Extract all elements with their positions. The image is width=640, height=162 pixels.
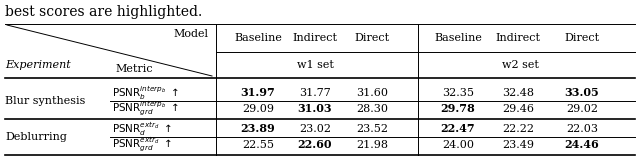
Text: 29.46: 29.46: [502, 104, 534, 114]
Text: Metric: Metric: [115, 64, 152, 74]
Text: Experiment: Experiment: [5, 60, 71, 70]
Text: 32.48: 32.48: [502, 88, 534, 98]
Text: 22.03: 22.03: [566, 124, 598, 134]
Text: Deblurring: Deblurring: [5, 132, 67, 142]
Text: Baseline: Baseline: [434, 33, 482, 43]
Text: 31.03: 31.03: [298, 104, 332, 115]
Text: $\mathrm{PSNR}_{grd}^{extr_d}$ $\uparrow$: $\mathrm{PSNR}_{grd}^{extr_d}$ $\uparrow…: [112, 136, 172, 154]
Text: 32.35: 32.35: [442, 88, 474, 98]
Text: 29.09: 29.09: [242, 104, 274, 114]
Text: 31.97: 31.97: [241, 87, 275, 98]
Text: 22.55: 22.55: [242, 140, 274, 150]
Text: $\mathrm{PSNR}_{d}^{extr_d}$ $\uparrow$: $\mathrm{PSNR}_{d}^{extr_d}$ $\uparrow$: [112, 120, 172, 138]
Text: 28.30: 28.30: [356, 104, 388, 114]
Text: 29.02: 29.02: [566, 104, 598, 114]
Text: 21.98: 21.98: [356, 140, 388, 150]
Text: w2 set: w2 set: [502, 60, 538, 70]
Text: 31.60: 31.60: [356, 88, 388, 98]
Text: 24.46: 24.46: [564, 139, 600, 150]
Text: Blur synthesis: Blur synthesis: [5, 96, 85, 106]
Text: $\mathrm{PSNR}_{b}^{interp_b}$ $\uparrow$: $\mathrm{PSNR}_{b}^{interp_b}$ $\uparrow…: [112, 84, 179, 102]
Text: 33.05: 33.05: [564, 87, 600, 98]
Text: 23.02: 23.02: [299, 124, 331, 134]
Text: Direct: Direct: [355, 33, 390, 43]
Text: best scores are highlighted.: best scores are highlighted.: [5, 5, 202, 19]
Text: $\mathrm{PSNR}_{grd}^{interp_b}$ $\uparrow$: $\mathrm{PSNR}_{grd}^{interp_b}$ $\uparr…: [112, 100, 179, 118]
Text: Indirect: Indirect: [495, 33, 541, 43]
Text: 22.47: 22.47: [441, 123, 476, 134]
Text: 23.49: 23.49: [502, 140, 534, 150]
Text: Direct: Direct: [564, 33, 600, 43]
Text: Baseline: Baseline: [234, 33, 282, 43]
Text: 31.77: 31.77: [299, 88, 331, 98]
Text: 24.00: 24.00: [442, 140, 474, 150]
Text: w1 set: w1 set: [296, 60, 333, 70]
Text: 23.52: 23.52: [356, 124, 388, 134]
Text: Model: Model: [173, 29, 208, 39]
Text: 29.78: 29.78: [440, 104, 476, 115]
Text: 22.60: 22.60: [298, 139, 332, 150]
Text: 23.89: 23.89: [241, 123, 275, 134]
Text: Indirect: Indirect: [292, 33, 337, 43]
Text: 22.22: 22.22: [502, 124, 534, 134]
